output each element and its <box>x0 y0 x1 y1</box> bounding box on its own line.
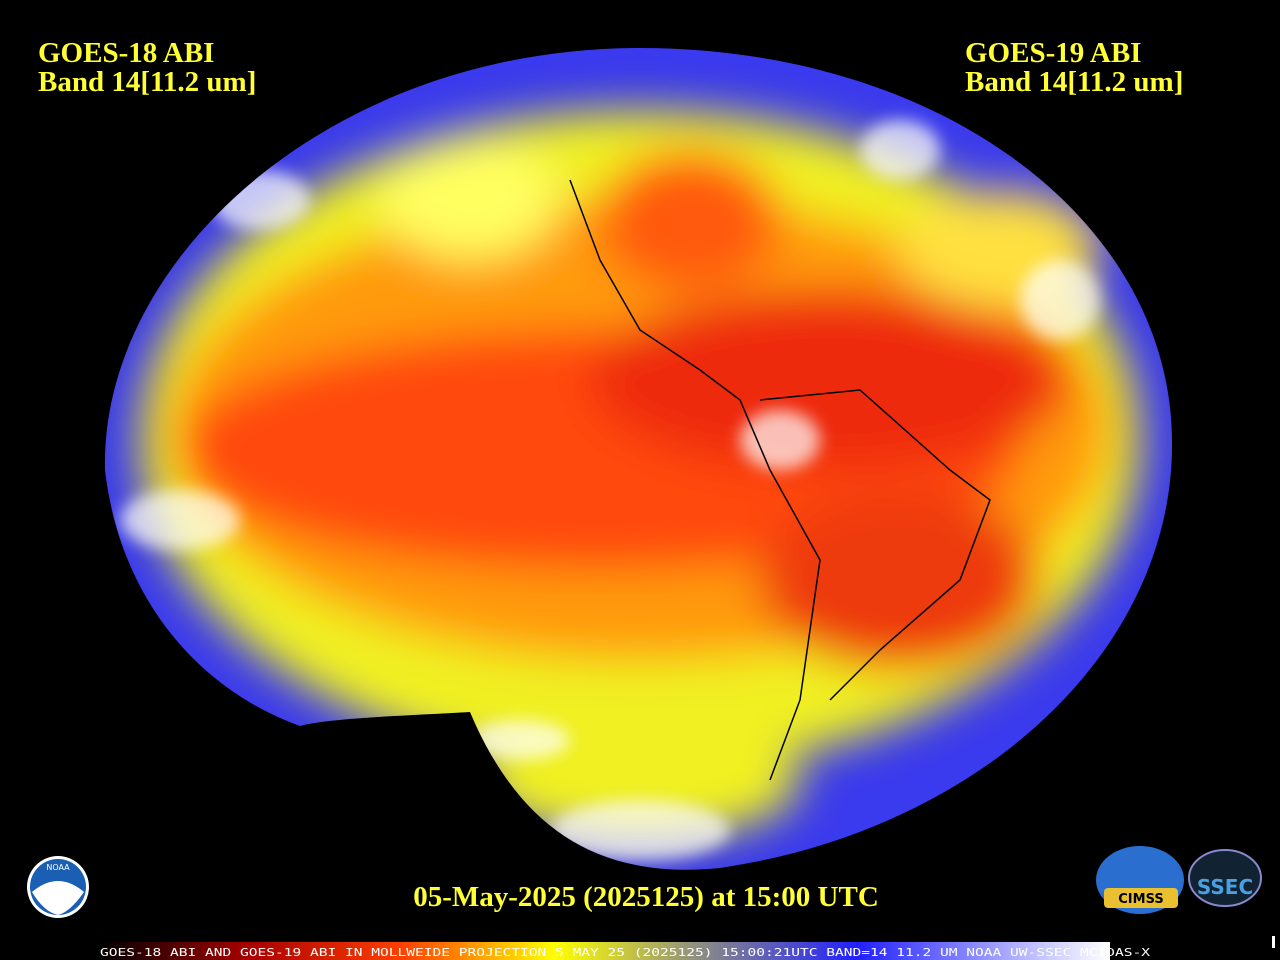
right-satellite: GOES-19 ABI <box>965 37 1141 69</box>
right-band: Band 14[11.2 um] <box>965 66 1183 98</box>
ssec-text: SSEC <box>1197 875 1253 899</box>
cimss-text: CIMSS <box>1118 892 1163 907</box>
footer-text: GOES-18 ABI AND GOES-19 ABI IN MOLLWEIDE… <box>100 947 1151 959</box>
left-satellite: GOES-18 ABI <box>38 37 214 69</box>
noaa-text: NOAA <box>46 863 70 872</box>
earth-disc <box>104 48 1173 870</box>
marker <box>1272 936 1275 948</box>
ssec-logo: SSEC <box>1188 849 1262 907</box>
timestamp: 05-May-2025 (2025125) at 15:00 UTC <box>413 881 879 913</box>
left-band: Band 14[11.2 um] <box>38 66 256 98</box>
cimss-logo: CIMSS <box>1096 846 1184 914</box>
noaa-logo: NOAA <box>27 856 89 918</box>
color-bar <box>100 942 1110 960</box>
